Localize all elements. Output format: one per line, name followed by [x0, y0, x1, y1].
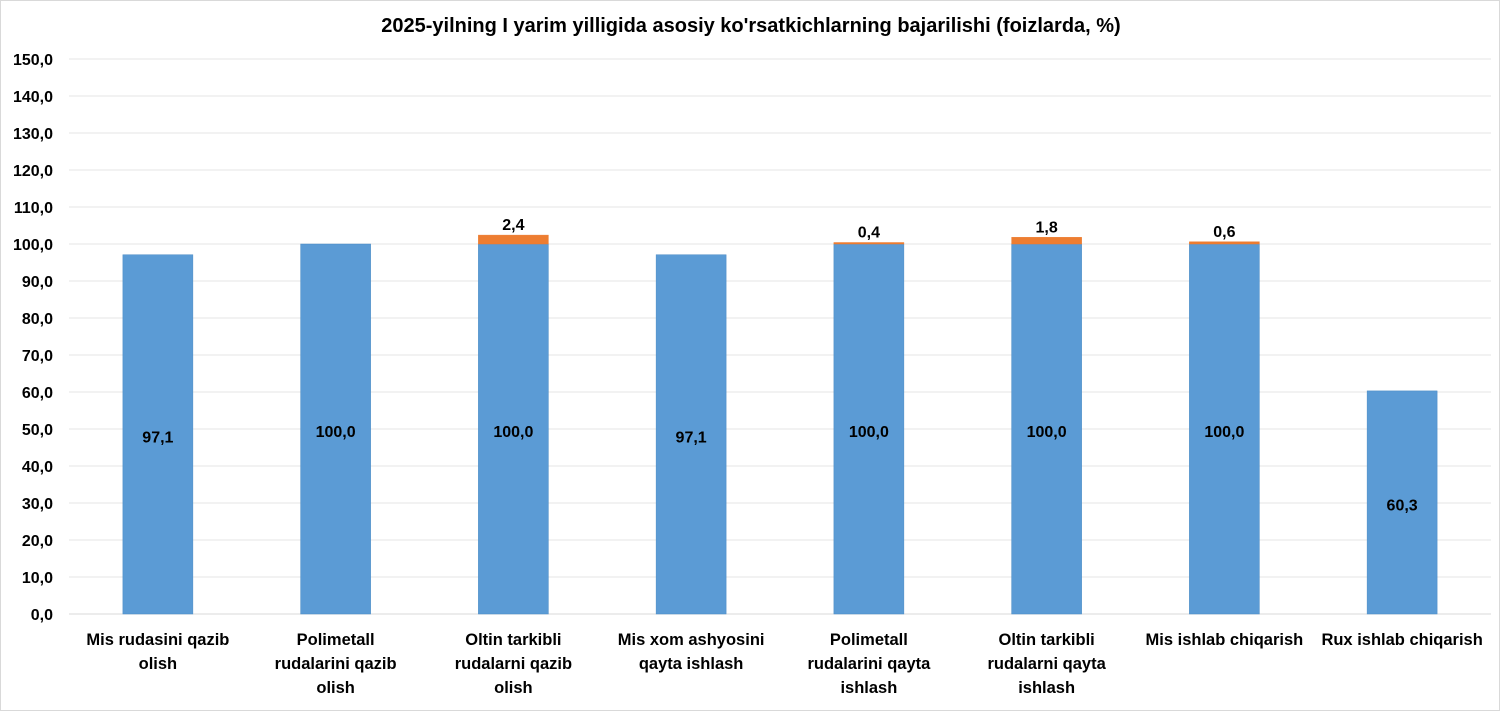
- data-label-over: 0,4: [858, 225, 880, 242]
- y-tick-label: 40,0: [22, 459, 53, 476]
- x-tick-label: rudalarni qazib: [455, 655, 572, 673]
- x-tick-label: Mis ishlab chiqarish: [1146, 631, 1304, 649]
- bar-overfulfillment: [1189, 241, 1260, 245]
- x-tick-label: rudalarini qazib: [275, 655, 397, 673]
- x-tick-label: Oltin tarkibli: [998, 631, 1094, 649]
- x-tick-label: rudalarni qayta: [987, 655, 1106, 673]
- x-tick-label: ishlash: [1018, 679, 1075, 697]
- y-tick-label: 30,0: [22, 496, 53, 513]
- y-tick-label: 10,0: [22, 570, 53, 587]
- y-tick-label: 60,0: [22, 385, 53, 402]
- data-label-over: 2,4: [502, 217, 524, 234]
- data-label: 97,1: [676, 429, 707, 446]
- y-tick-label: 150,0: [13, 52, 53, 69]
- data-label: 100,0: [1027, 424, 1067, 441]
- y-tick-label: 120,0: [13, 163, 53, 180]
- y-tick-label: 70,0: [22, 348, 53, 365]
- y-tick-label: 140,0: [13, 89, 53, 106]
- y-tick-label: 100,0: [13, 237, 53, 254]
- x-tick-label: olish: [494, 679, 533, 697]
- x-tick-label: Rux ishlab chiqarish: [1321, 631, 1482, 649]
- y-tick-label: 50,0: [22, 422, 53, 439]
- x-tick-label: Mis rudasini qazib: [86, 631, 229, 649]
- x-tick-label: Polimetall: [297, 631, 375, 649]
- x-tick-label: Mis xom ashyosini: [618, 631, 765, 649]
- x-tick-label: rudalarini qayta: [807, 655, 931, 673]
- x-tick-label: olish: [316, 679, 355, 697]
- data-label-over: 1,8: [1036, 219, 1058, 236]
- y-tick-label: 90,0: [22, 274, 53, 291]
- bar-main: [478, 243, 549, 615]
- data-label: 100,0: [493, 424, 533, 441]
- bar-overfulfillment: [478, 234, 549, 245]
- y-tick-label: 110,0: [14, 200, 53, 217]
- data-label-over: 0,6: [1213, 224, 1235, 241]
- y-tick-label: 0,0: [31, 607, 53, 624]
- bar-main: [1366, 390, 1438, 615]
- y-tick-label: 20,0: [22, 533, 53, 550]
- bar-overfulfillment: [1011, 237, 1082, 245]
- bar-main: [1189, 243, 1260, 615]
- x-tick-label: qayta ishlash: [639, 655, 744, 673]
- bar-main: [300, 243, 371, 615]
- data-label: 100,0: [1204, 424, 1244, 441]
- x-tick-label: Polimetall: [830, 631, 908, 649]
- bar-main: [122, 254, 194, 615]
- data-label: 100,0: [316, 424, 356, 441]
- x-tick-label: Oltin tarkibli: [465, 631, 561, 649]
- bar-main: [1011, 243, 1082, 615]
- data-label: 100,0: [849, 424, 889, 441]
- x-tick-label: olish: [139, 655, 178, 673]
- x-tick-label: ishlash: [840, 679, 897, 697]
- bar-main: [655, 254, 727, 615]
- y-tick-label: 80,0: [22, 311, 53, 328]
- data-label: 97,1: [142, 429, 173, 446]
- data-label: 60,3: [1387, 497, 1418, 514]
- y-tick-label: 130,0: [13, 126, 53, 143]
- bar-overfulfillment: [833, 242, 905, 245]
- chart-title: 2025-yilning I yarim yilligida asosiy ko…: [381, 15, 1121, 37]
